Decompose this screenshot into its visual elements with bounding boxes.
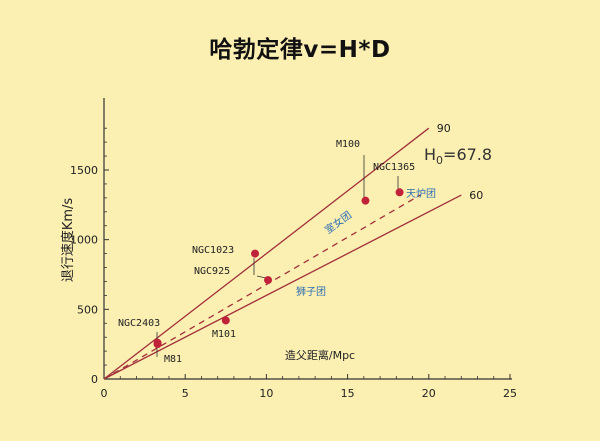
hubble-line-fit xyxy=(103,194,422,380)
hubble-line-60 xyxy=(103,194,462,380)
y-tick-label: 0 xyxy=(91,373,98,386)
x-tick-label: 0 xyxy=(101,387,108,400)
y-tick-label: 500 xyxy=(77,303,98,316)
data-point-m100 xyxy=(361,196,370,205)
y-axis-label: 退行速度Km/s xyxy=(60,198,76,283)
chart-title: 哈勃定律v=H*D xyxy=(209,37,391,63)
line-label-90: 90 xyxy=(437,122,451,135)
data-point-ngc1023 xyxy=(251,249,260,258)
point-label-ngc2403: NGC2403 xyxy=(118,318,160,329)
hubble-line-90 xyxy=(103,127,430,380)
h0-annotation: H0=67.8 xyxy=(424,145,492,167)
line-label-60: 60 xyxy=(469,189,483,202)
fornax-cluster-label: 天炉团 xyxy=(406,188,436,200)
point-label-ngc1023: NGC1023 xyxy=(192,245,234,256)
data-point-ngc925 xyxy=(264,276,273,285)
leader-line xyxy=(256,275,267,279)
y-tick-label: 1500 xyxy=(70,164,98,177)
leo-cluster-label: 狮子团 xyxy=(296,285,326,298)
x-tick-label: 20 xyxy=(422,387,436,400)
point-label-ngc1365: NGC1365 xyxy=(373,162,415,173)
data-point-ngc2403 xyxy=(153,338,162,347)
x-tick-label: 25 xyxy=(503,387,517,400)
point-label-m100: M100 xyxy=(336,139,360,150)
point-label-ngc925: NGC925 xyxy=(194,266,230,277)
point-label-m101: M101 xyxy=(212,329,236,340)
x-axis-label: 造父距离/Mpc xyxy=(285,348,355,362)
data-point-ngc1365 xyxy=(395,188,404,197)
virgo-cluster-label: 室女团 xyxy=(322,208,354,236)
point-label-m81: M81 xyxy=(164,354,182,365)
x-tick-label: 10 xyxy=(259,387,273,400)
y-tick-label: 1000 xyxy=(70,234,98,247)
data-point-m101 xyxy=(221,316,230,325)
x-tick-label: 5 xyxy=(182,387,189,400)
x-tick-label: 15 xyxy=(341,387,355,400)
